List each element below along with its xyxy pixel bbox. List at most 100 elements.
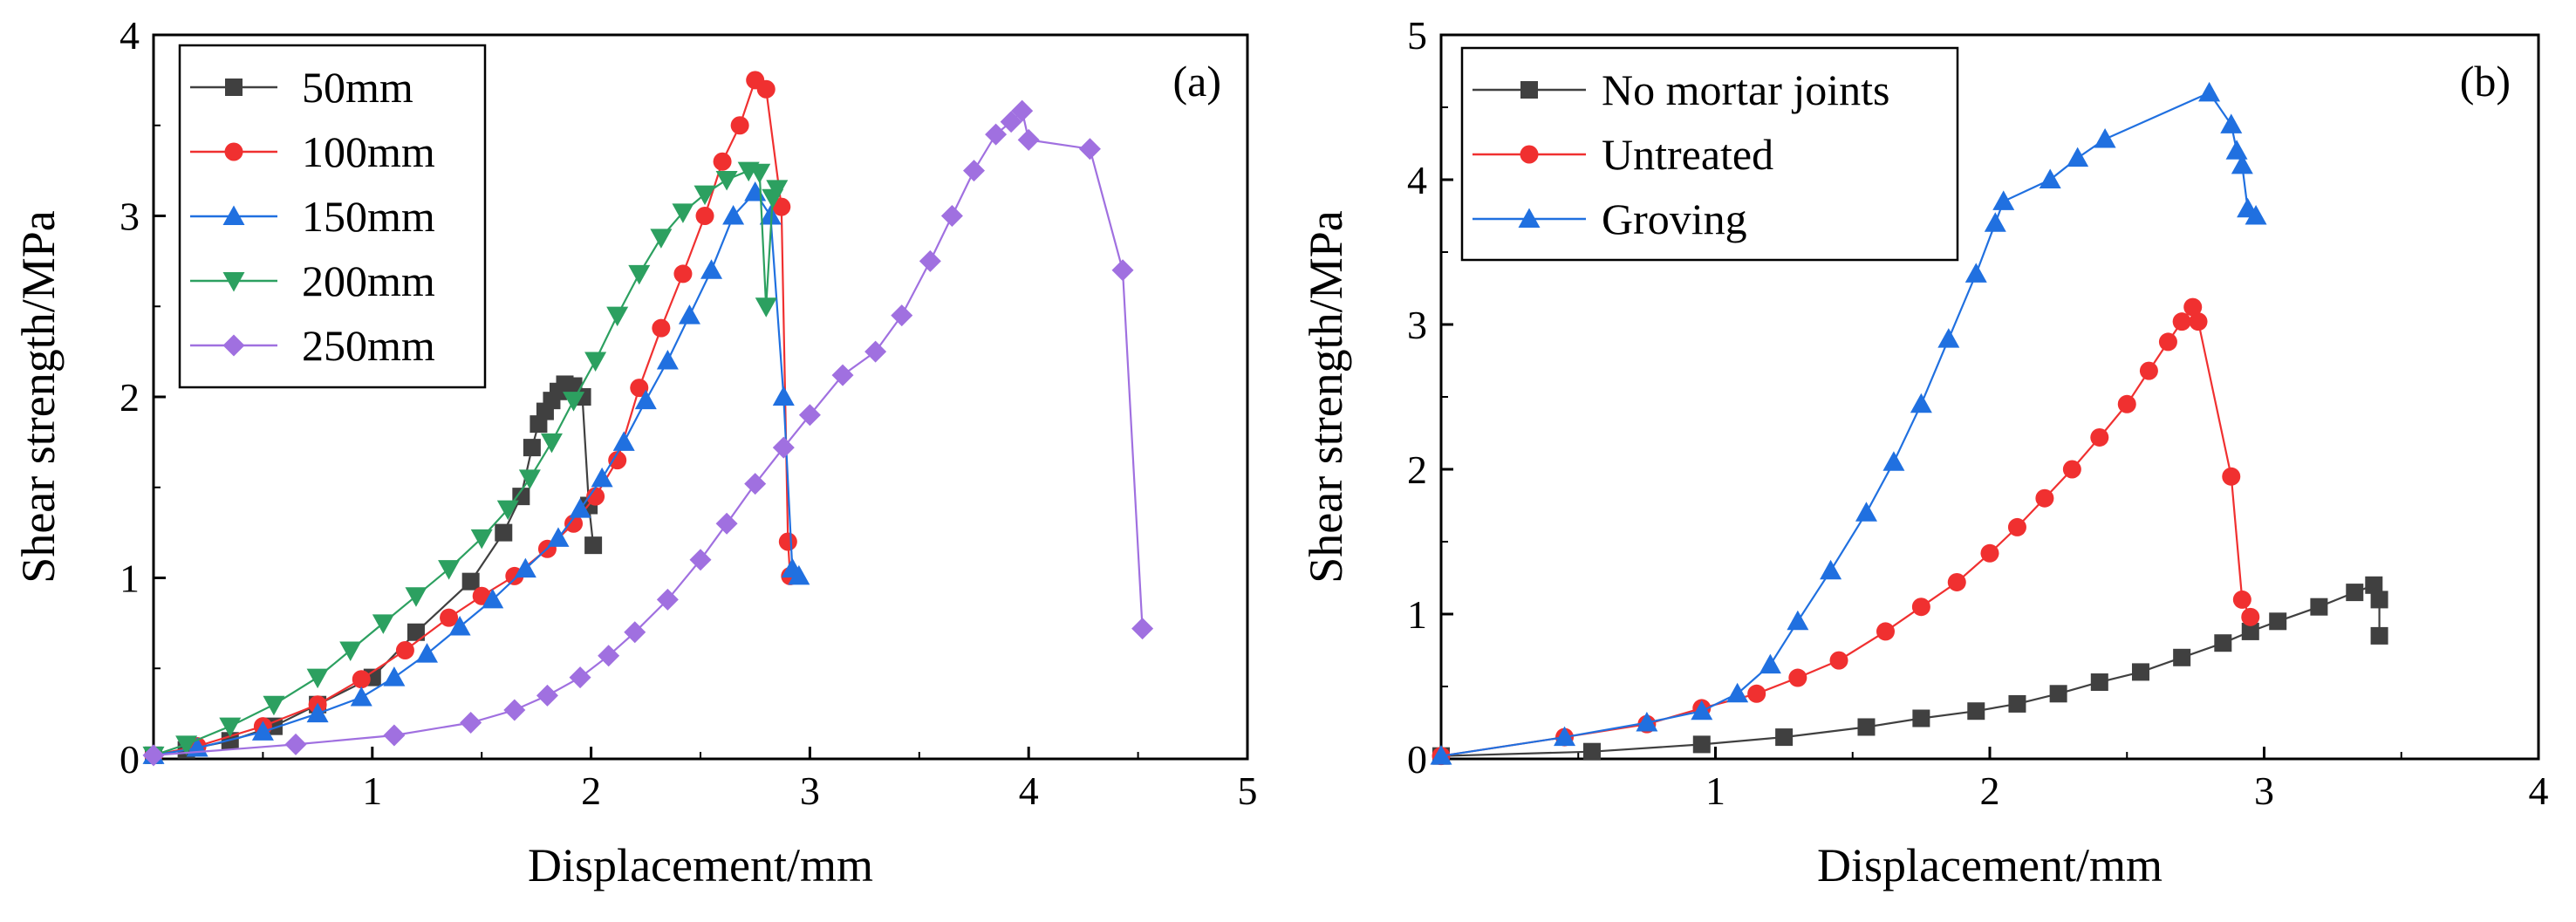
data-point [2090,427,2109,447]
data-point [448,616,471,636]
data-point [608,451,627,470]
data-point [612,431,635,451]
data-point [634,389,657,410]
data-point [2310,598,2328,616]
x-tick-label: 3 [2254,768,2274,813]
data-point [715,171,738,191]
y-tick-label: 2 [120,375,140,420]
chart-panel-a: 1 2 3 4 5 0 1 2 3 4 Displacement/mm Shear strength/… [12,13,1258,891]
data-point [772,386,795,406]
data-point [547,527,570,547]
data-point [1820,559,1842,580]
panel-tag: (b) [2460,57,2511,106]
data-point [2198,81,2221,102]
legend-marker [222,334,245,357]
data-point [963,160,985,182]
legend: No mortar joints Untreated Groving [1460,46,1959,262]
x-tick-label: 3 [800,768,820,813]
data-point [2158,332,2177,352]
data-point [695,207,714,225]
data-point [2231,154,2253,174]
data-point [2232,590,2251,609]
data-point [694,185,716,206]
legend-label: 200mm [302,256,435,305]
data-point [2370,591,2388,609]
legend-item: 50mm [190,63,413,112]
data-point [2241,622,2259,640]
data-point [383,724,406,747]
data-point [584,536,603,555]
y-tick-label: 0 [1407,737,1427,782]
y-tick-label: 5 [1407,13,1427,58]
data-point [2008,694,2026,713]
legend-marker [1520,81,1538,99]
chart-panel-b: 1 2 3 4 0 1 2 3 4 5 Displacement/mm Shear strength/… [1300,13,2549,891]
data-point [2241,607,2260,626]
legend-label: 250mm [302,321,435,370]
data-point [536,684,558,707]
data-point [284,733,307,755]
data-point [748,163,771,184]
data-point [405,587,427,607]
data-point [656,350,679,370]
data-point [1691,700,1713,721]
legend: 50mm 100mm 150mm 200mm 250mm [178,44,487,389]
legend-label: 150mm [302,192,435,241]
data-point [503,699,526,721]
legend-label: Groving [1602,195,1747,243]
data-point [2245,205,2267,225]
data-point [1984,212,2006,232]
data-point [586,487,605,506]
data-point [564,514,584,533]
data-point [1912,709,1930,727]
data-point [395,641,414,659]
data-point [2346,584,2364,602]
legend-item: Groving [1472,195,1747,243]
data-point [339,641,362,661]
y-tick-label: 2 [1407,447,1427,492]
data-point [673,264,693,283]
legend-marker [222,272,245,292]
data-point [1876,622,1895,641]
data-point [1017,128,1040,151]
data-point [1554,726,1576,747]
data-point [652,318,671,338]
x-tick-label: 1 [362,768,382,813]
data-point [2035,488,2054,508]
data-point [722,205,745,225]
data-point [864,340,887,363]
data-point [1911,598,1930,617]
data-point [219,717,242,738]
data-point [1582,742,1601,761]
data-point [1967,702,1985,721]
legend-label: No mortar joints [1602,65,1890,114]
data-point [350,686,372,707]
data-point [689,549,712,571]
data-point [563,392,585,412]
y-tick-label: 3 [120,195,140,239]
data-point [715,512,738,535]
data-point [2049,685,2067,703]
data-point [306,668,329,689]
data-point [1910,393,1932,413]
data-point [940,205,963,227]
data-point [766,180,789,200]
series-untreated [1431,297,2260,766]
data-point [2269,612,2287,631]
data-point [1829,651,1848,670]
data-point [2189,312,2208,331]
legend-item: No mortar joints [1472,65,1890,114]
data-point [263,695,285,716]
data-point [540,433,563,454]
legend-label: 100mm [302,127,435,176]
series-line [1440,584,2381,757]
data-point [598,645,620,667]
y-axis-label: Shear strength/MPa [1300,210,1352,583]
y-tick-label: 1 [120,557,140,601]
data-point [142,744,165,767]
data-point [2007,517,2026,536]
x-tick-label: 1 [1705,768,1725,813]
x-tick-label: 2 [1980,768,2000,813]
data-point [624,621,646,644]
